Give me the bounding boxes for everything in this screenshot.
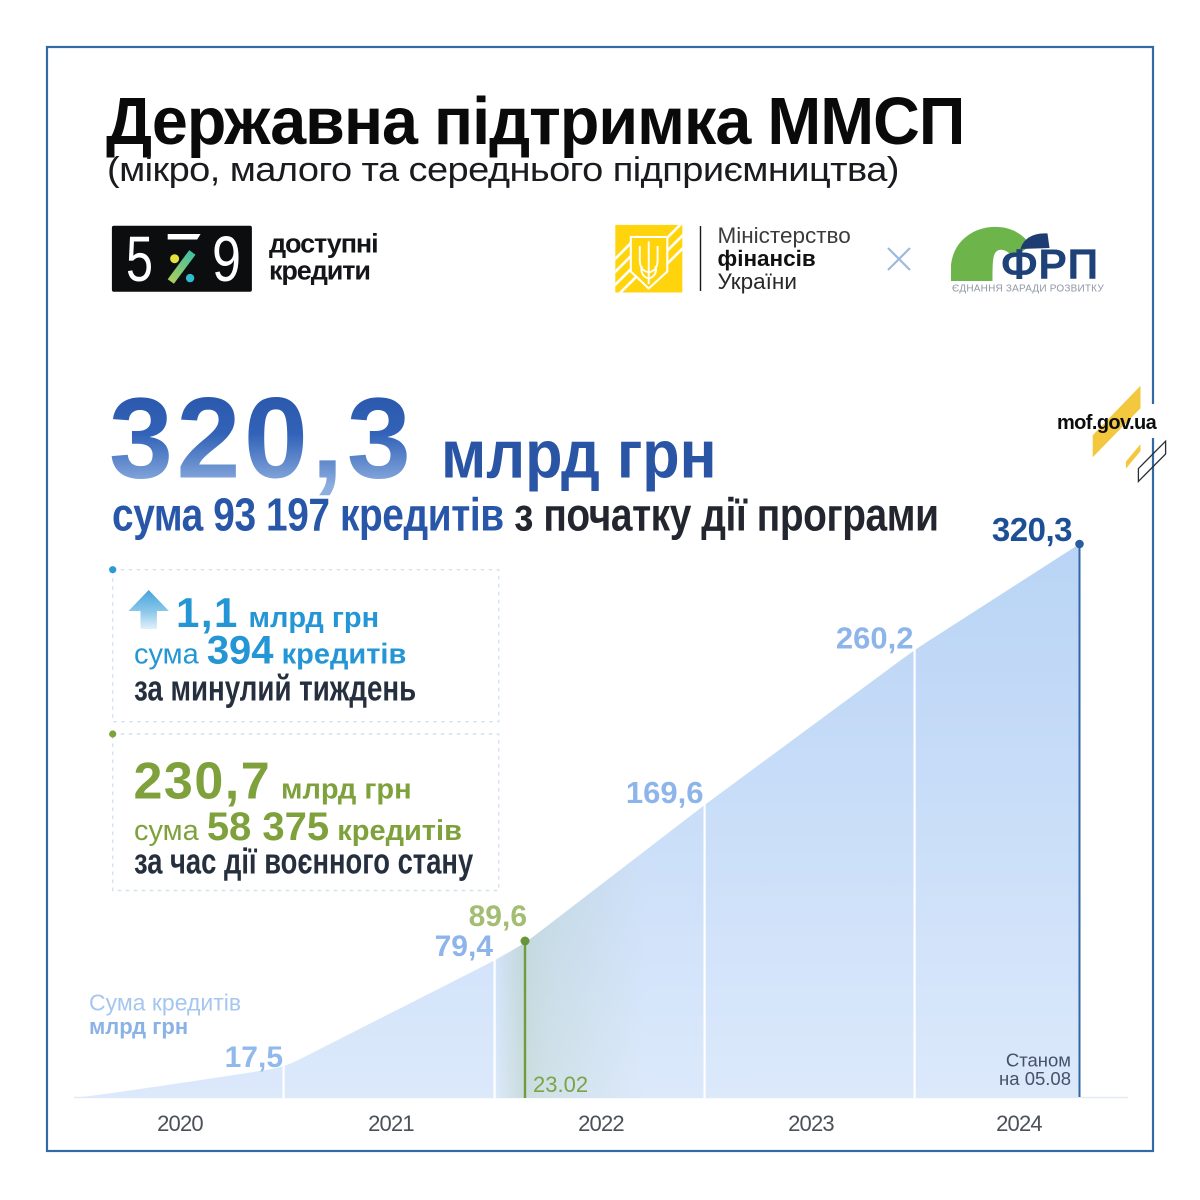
svg-text:(мікро, малого та середнього п: (мікро, малого та середнього підприємниц… bbox=[107, 150, 899, 189]
svg-text:5: 5 bbox=[126, 223, 153, 295]
svg-text:фінансів: фінансів bbox=[718, 246, 816, 271]
svg-text:230,7: 230,7 bbox=[134, 753, 272, 811]
svg-text:сума 93 197 кредитів з початку: сума 93 197 кредитів з початку дії прогр… bbox=[112, 489, 939, 541]
svg-text:89,6: 89,6 bbox=[469, 900, 527, 933]
svg-text:320,3: 320,3 bbox=[109, 375, 414, 503]
svg-text:за минулий тиждень: за минулий тиждень bbox=[134, 668, 416, 708]
svg-text:17,5: 17,5 bbox=[225, 1041, 283, 1074]
svg-text:79,4: 79,4 bbox=[435, 930, 494, 963]
svg-text:2022: 2022 bbox=[578, 1111, 624, 1136]
svg-text:1,1: 1,1 bbox=[176, 589, 239, 636]
svg-text:Станом: Станом bbox=[1006, 1050, 1071, 1071]
svg-text:2023: 2023 bbox=[788, 1111, 834, 1136]
svg-text:доступні: доступні bbox=[269, 229, 378, 259]
svg-text:за час дії воєнного стану: за час дії воєнного стану bbox=[134, 841, 473, 882]
svg-text:23.02: 23.02 bbox=[533, 1072, 588, 1097]
svg-text:169,6: 169,6 bbox=[626, 775, 704, 810]
svg-text:млрд грн: млрд грн bbox=[89, 1014, 188, 1039]
svg-text:млрд грн: млрд грн bbox=[249, 602, 380, 634]
svg-text:млрд грн: млрд грн bbox=[441, 415, 717, 492]
svg-text:2024: 2024 bbox=[996, 1111, 1042, 1136]
svg-text:9: 9 bbox=[212, 223, 241, 295]
svg-text:Державна підтримка ММСП: Державна підтримка ММСП bbox=[106, 83, 964, 158]
svg-text:2021: 2021 bbox=[368, 1111, 414, 1136]
svg-text:кредити: кредити bbox=[269, 256, 370, 286]
svg-text:ЄДНАННЯ ЗАРАДИ РОЗВИТКУ: ЄДНАННЯ ЗАРАДИ РОЗВИТКУ bbox=[952, 284, 1104, 295]
svg-text:на 05.08: на 05.08 bbox=[999, 1068, 1071, 1089]
svg-text:млрд грн: млрд грн bbox=[281, 774, 412, 806]
svg-text:Сума кредитів: Сума кредитів bbox=[89, 990, 241, 1016]
svg-text:Міністерство: Міністерство bbox=[718, 223, 851, 248]
svg-text:ФРП: ФРП bbox=[1001, 241, 1099, 289]
svg-text:260,2: 260,2 bbox=[836, 621, 914, 656]
svg-text:України: України bbox=[718, 269, 797, 294]
svg-text:320,3: 320,3 bbox=[992, 511, 1072, 548]
svg-text:2020: 2020 bbox=[157, 1111, 203, 1136]
svg-text:mof.gov.ua: mof.gov.ua bbox=[1057, 412, 1158, 434]
